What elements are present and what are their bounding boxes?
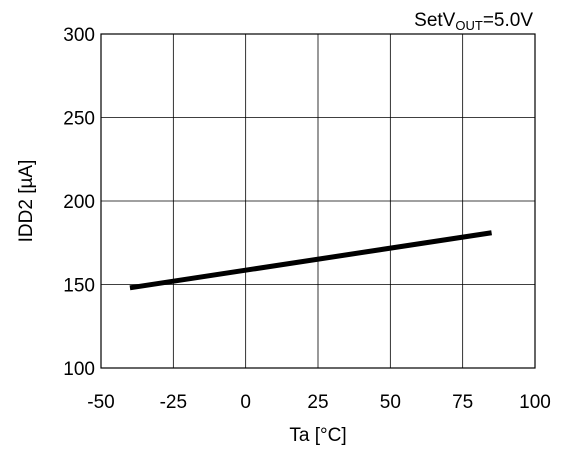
y-tick-label: 150 <box>63 276 95 297</box>
condition-annotation: SetVOUT=5.0V <box>414 10 533 33</box>
annotation-suffix: =5.0V <box>483 10 534 31</box>
grid <box>100 33 536 369</box>
annotation-subscript: OUT <box>455 18 483 33</box>
x-tick-label: 50 <box>380 392 401 413</box>
series-line <box>129 230 492 291</box>
x-axis-label: Ta [°C] <box>289 425 346 446</box>
series <box>129 230 492 291</box>
y-tick-label: 300 <box>63 25 95 46</box>
annotation-prefix: SetV <box>414 10 456 31</box>
x-tick-label: 25 <box>307 392 328 413</box>
plot-frame <box>100 33 536 369</box>
x-tick-label: 100 <box>519 392 551 413</box>
x-tick-label: 75 <box>452 392 473 413</box>
x-tick-label: 0 <box>240 392 251 413</box>
y-axis-label: IDD2 [µA] <box>16 160 37 243</box>
x-tick-label: -25 <box>160 392 187 413</box>
x-tick-label: -50 <box>87 392 114 413</box>
x-tick-labels: -50 -25 0 25 50 75 100 <box>87 392 551 413</box>
y-tick-label: 100 <box>63 359 95 380</box>
y-tick-labels: 100 150 200 250 300 <box>63 25 95 380</box>
y-tick-label: 200 <box>63 192 95 213</box>
y-tick-label: 250 <box>63 109 95 130</box>
